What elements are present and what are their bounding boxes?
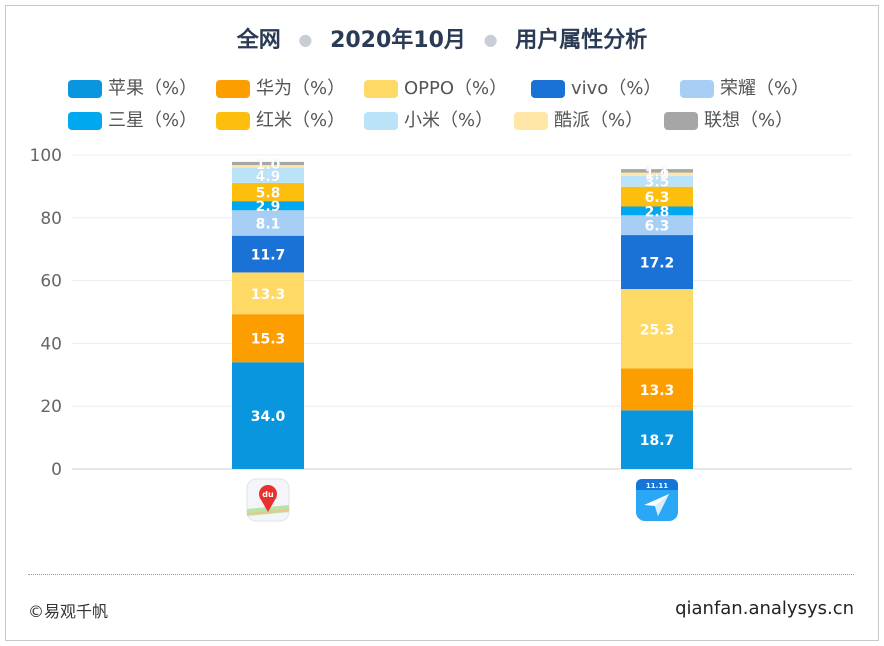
legend-label: 红米（%） bbox=[256, 110, 346, 131]
legend-label: OPPO（%） bbox=[404, 78, 508, 99]
chart-frame bbox=[5, 5, 879, 641]
title-separator-dot: ● bbox=[483, 30, 498, 49]
legend-swatch bbox=[68, 80, 102, 98]
legend-label: 荣耀（%） bbox=[720, 78, 810, 99]
footer-divider bbox=[28, 574, 854, 575]
title-separator-dot: ● bbox=[298, 30, 313, 49]
title-part-period: 2020年10月 bbox=[330, 28, 466, 53]
legend-label: 苹果（%） bbox=[108, 78, 198, 99]
legend-label: 小米（%） bbox=[404, 110, 494, 131]
legend-swatch bbox=[216, 80, 250, 98]
footer-source: ©易观千帆 bbox=[28, 602, 109, 621]
legend-swatch bbox=[680, 80, 714, 98]
title-part-subject: 用户属性分析 bbox=[515, 28, 648, 53]
legend-swatch bbox=[364, 112, 398, 130]
legend-label: 酷派（%） bbox=[554, 110, 644, 131]
legend-swatch bbox=[514, 112, 548, 130]
legend-swatch bbox=[216, 112, 250, 130]
legend-swatch bbox=[68, 112, 102, 130]
chart-title: 全网 ● 2020年10月 ● 用户属性分析 bbox=[0, 22, 884, 54]
legend-swatch bbox=[364, 80, 398, 98]
legend-swatch bbox=[531, 80, 565, 98]
legend-swatch bbox=[664, 112, 698, 130]
footer-url[interactable]: qianfan.analysys.cn bbox=[675, 598, 854, 619]
legend-label: 华为（%） bbox=[256, 78, 346, 99]
legend-label: vivo（%） bbox=[571, 78, 662, 99]
title-part-scope: 全网 bbox=[236, 28, 281, 53]
legend-label: 三星（%） bbox=[108, 110, 198, 131]
legend-label: 联想（%） bbox=[704, 110, 794, 131]
